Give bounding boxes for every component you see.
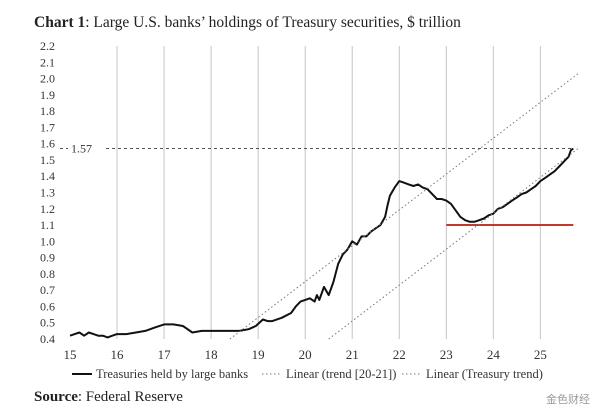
y-tick-label: 2.1 bbox=[40, 55, 55, 69]
y-tick-label: 0.4 bbox=[40, 332, 55, 346]
y-tick-label: 2.0 bbox=[40, 72, 55, 86]
x-tick-label: 18 bbox=[205, 347, 218, 362]
y-tick-label: 0.9 bbox=[40, 251, 55, 265]
legend-label-2: Linear (trend [20-21]) bbox=[286, 367, 396, 381]
x-tick-label: 20 bbox=[299, 347, 312, 362]
y-tick-label: 1.5 bbox=[40, 153, 55, 167]
x-tick-label: 23 bbox=[440, 347, 453, 362]
y-tick-label: 0.8 bbox=[40, 267, 55, 281]
x-tick-label: 19 bbox=[252, 347, 265, 362]
y-tick-label: 2.2 bbox=[40, 39, 55, 53]
chart-title: Chart 1: Large U.S. banks’ holdings of T… bbox=[34, 14, 461, 32]
x-tick-label: 16 bbox=[111, 347, 125, 362]
y-axis: 0.4 0.5 0.6 0.7 0.8 0.9 1.0 1.1 1.2 1.3 1.4 1.5 1.6 1… bbox=[40, 39, 55, 346]
reference-line-label: 1.57 bbox=[71, 142, 92, 156]
grid-lines bbox=[116, 46, 541, 339]
y-tick-label: 1.4 bbox=[40, 169, 55, 183]
chart-title-bold: Chart 1 bbox=[34, 14, 86, 31]
watermark-logo: 金色财经 bbox=[546, 393, 590, 406]
x-tick-label: 24 bbox=[487, 347, 501, 362]
x-tick-label: 21 bbox=[346, 347, 359, 362]
series-line-3 bbox=[328, 148, 579, 340]
source-label: Source bbox=[34, 389, 78, 405]
y-tick-label: 1.1 bbox=[40, 218, 55, 232]
legend-label-1: Treasuries held by large banks bbox=[96, 367, 248, 381]
x-axis: 15 16 17 18 19 20 21 22 23 24 25 bbox=[64, 347, 547, 362]
source-text: : Federal Reserve bbox=[77, 389, 183, 405]
reference-line-group: 1.57 bbox=[60, 142, 574, 227]
chart-title-text: : Large U.S. banks’ holdings of Treasury… bbox=[85, 14, 461, 31]
legend-label-3: Linear (Treasury trend) bbox=[426, 367, 543, 381]
y-tick-label: 1.8 bbox=[40, 104, 55, 118]
y-tick-label: 1.2 bbox=[40, 202, 55, 216]
x-tick-label: 25 bbox=[534, 347, 547, 362]
y-tick-label: 0.7 bbox=[40, 283, 55, 297]
y-tick-label: 0.6 bbox=[40, 299, 55, 313]
legend: Treasuries held by large banks Linear (tr… bbox=[72, 367, 543, 381]
source-note: Source: Federal Reserve bbox=[34, 389, 183, 406]
y-tick-label: 1.0 bbox=[40, 234, 55, 248]
series-line-1 bbox=[69, 147, 574, 339]
y-tick-label: 1.3 bbox=[40, 186, 55, 200]
series-lines bbox=[69, 73, 579, 340]
x-tick-label: 17 bbox=[158, 347, 172, 362]
y-tick-label: 1.6 bbox=[40, 137, 55, 151]
x-tick-label: 22 bbox=[393, 347, 406, 362]
series-line-2 bbox=[229, 73, 579, 340]
y-tick-label: 1.9 bbox=[40, 88, 55, 102]
y-tick-label: 1.7 bbox=[40, 120, 55, 134]
x-tick-label: 15 bbox=[64, 347, 77, 362]
y-tick-label: 0.5 bbox=[40, 316, 55, 330]
